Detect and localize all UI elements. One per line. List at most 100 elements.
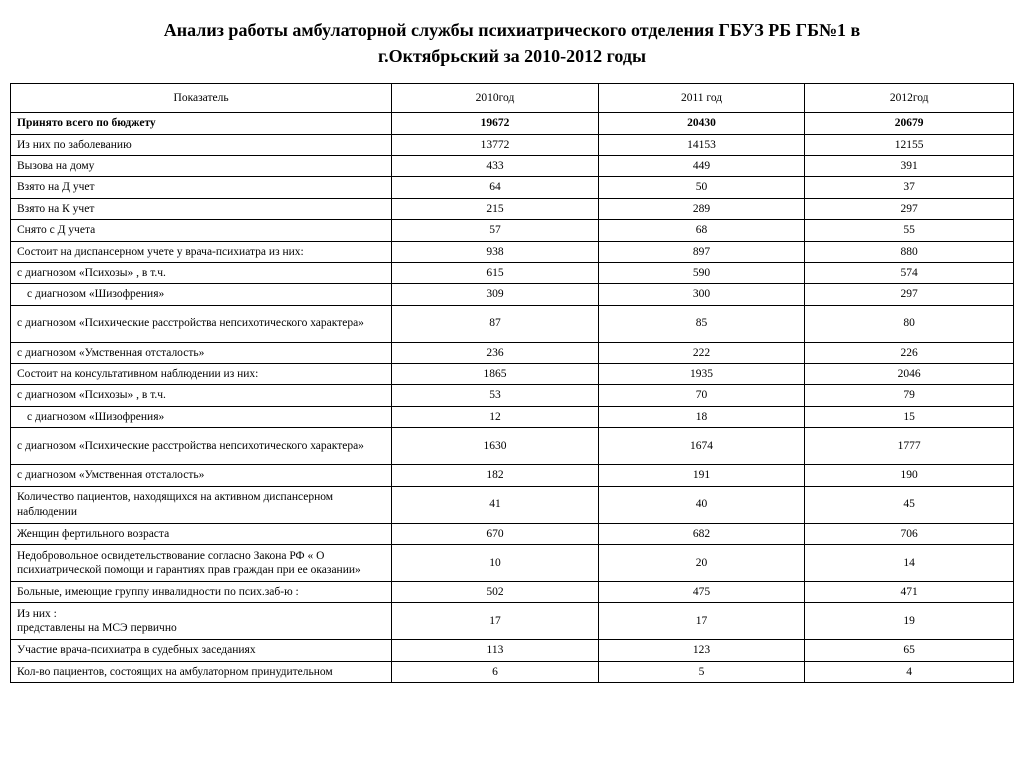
row-value: 12155 [805, 134, 1014, 155]
row-value: 55 [805, 220, 1014, 241]
row-value: 79 [805, 385, 1014, 406]
row-value: 897 [598, 241, 805, 262]
row-value: 190 [805, 465, 1014, 486]
row-value: 6 [392, 661, 599, 682]
row-value: 574 [805, 262, 1014, 283]
row-value: 64 [392, 177, 599, 198]
row-value: 20430 [598, 113, 805, 134]
row-value: 70 [598, 385, 805, 406]
table-row: с диагнозом «Умственная отсталость»18219… [11, 465, 1014, 486]
row-label: Недобровольное освидетельствование согла… [11, 544, 392, 581]
row-value: 289 [598, 198, 805, 219]
table-row: Вызова на дому433449391 [11, 156, 1014, 177]
row-value: 41 [392, 486, 599, 523]
row-label: Состоит на консультативном наблюдении из… [11, 364, 392, 385]
row-label: Взято на Д учет [11, 177, 392, 198]
col-header-2011: 2011 год [598, 84, 805, 113]
row-value: 85 [598, 305, 805, 342]
row-value: 45 [805, 486, 1014, 523]
table-row: с диагнозом «Умственная отсталость»23622… [11, 342, 1014, 363]
row-value: 236 [392, 342, 599, 363]
row-value: 113 [392, 640, 599, 661]
row-value: 226 [805, 342, 1014, 363]
table-row: Состоит на диспансерном учете у врача-пс… [11, 241, 1014, 262]
row-value: 1630 [392, 428, 599, 465]
row-label: с диагнозом «Психозы» , в т.ч. [11, 385, 392, 406]
row-label: Взято на К учет [11, 198, 392, 219]
row-label: Снято с Д учета [11, 220, 392, 241]
row-label: с диагнозом «Психические расстройства не… [11, 428, 392, 465]
row-value: 502 [392, 581, 599, 602]
row-value: 682 [598, 523, 805, 544]
col-header-2010: 2010год [392, 84, 599, 113]
row-value: 15 [805, 406, 1014, 427]
row-value: 40 [598, 486, 805, 523]
row-label: Состоит на диспансерном учете у врача-пс… [11, 241, 392, 262]
row-value: 20 [598, 544, 805, 581]
table-row: Женщин фертильного возраста670682706 [11, 523, 1014, 544]
row-value: 18 [598, 406, 805, 427]
row-value: 4 [805, 661, 1014, 682]
row-value: 14 [805, 544, 1014, 581]
row-value: 17 [598, 603, 805, 640]
row-label: с диагнозом «Шизофрения» [11, 406, 392, 427]
table-row: с диагнозом «Шизофрения»309300297 [11, 284, 1014, 305]
row-value: 449 [598, 156, 805, 177]
row-label: Принято всего по бюджету [11, 113, 392, 134]
row-value: 391 [805, 156, 1014, 177]
row-label: Больные, имеющие группу инвалидности по … [11, 581, 392, 602]
col-header-indicator: Показатель [11, 84, 392, 113]
row-label: Участие врача-психиатра в судебных засед… [11, 640, 392, 661]
col-header-2012: 2012год [805, 84, 1014, 113]
row-label: Из них по заболеванию [11, 134, 392, 155]
row-value: 1865 [392, 364, 599, 385]
row-value: 309 [392, 284, 599, 305]
table-row: Недобровольное освидетельствование согла… [11, 544, 1014, 581]
row-value: 19 [805, 603, 1014, 640]
row-label: с диагнозом «Умственная отсталость» [11, 342, 392, 363]
row-value: 1777 [805, 428, 1014, 465]
row-value: 222 [598, 342, 805, 363]
row-value: 13772 [392, 134, 599, 155]
row-value: 80 [805, 305, 1014, 342]
row-value: 68 [598, 220, 805, 241]
analysis-table: Показатель 2010год 2011 год 2012год Прин… [10, 83, 1014, 683]
page-title-line1: Анализ работы амбулаторной службы психиа… [40, 18, 984, 42]
row-value: 1935 [598, 364, 805, 385]
row-value: 123 [598, 640, 805, 661]
row-value: 65 [805, 640, 1014, 661]
row-value: 433 [392, 156, 599, 177]
row-value: 2046 [805, 364, 1014, 385]
row-value: 938 [392, 241, 599, 262]
row-value: 706 [805, 523, 1014, 544]
row-value: 17 [392, 603, 599, 640]
row-value: 475 [598, 581, 805, 602]
table-row: Больные, имеющие группу инвалидности по … [11, 581, 1014, 602]
table-row: Из них :представлены на МСЭ первично1717… [11, 603, 1014, 640]
row-label: с диагнозом «Умственная отсталость» [11, 465, 392, 486]
row-value: 670 [392, 523, 599, 544]
table-row: Состоит на консультативном наблюдении из… [11, 364, 1014, 385]
row-value: 57 [392, 220, 599, 241]
table-row: Снято с Д учета576855 [11, 220, 1014, 241]
table-row: Количество пациентов, находящихся на акт… [11, 486, 1014, 523]
table-row: с диагнозом «Шизофрения»121815 [11, 406, 1014, 427]
row-value: 297 [805, 198, 1014, 219]
row-value: 880 [805, 241, 1014, 262]
table-row: Взято на Д учет645037 [11, 177, 1014, 198]
row-value: 615 [392, 262, 599, 283]
row-value: 215 [392, 198, 599, 219]
row-value: 590 [598, 262, 805, 283]
table-row: с диагнозом «Психические расстройства не… [11, 428, 1014, 465]
table-row: Взято на К учет215289297 [11, 198, 1014, 219]
row-value: 10 [392, 544, 599, 581]
row-value: 37 [805, 177, 1014, 198]
row-label: Количество пациентов, находящихся на акт… [11, 486, 392, 523]
row-value: 300 [598, 284, 805, 305]
row-value: 53 [392, 385, 599, 406]
row-label: с диагнозом «Психозы» , в т.ч. [11, 262, 392, 283]
row-value: 191 [598, 465, 805, 486]
row-label: с диагнозом «Психические расстройства не… [11, 305, 392, 342]
row-label: Вызова на дому [11, 156, 392, 177]
row-value: 297 [805, 284, 1014, 305]
